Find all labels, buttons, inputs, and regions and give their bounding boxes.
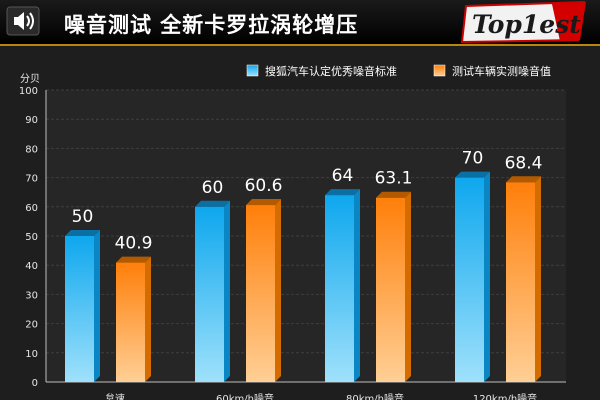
- y-tick-label: 60: [25, 203, 38, 214]
- bar-value-label: 70: [462, 149, 484, 169]
- bar-top-face: [455, 171, 490, 178]
- logo-text: Top1est: [472, 10, 581, 39]
- y-tick-label: 20: [25, 320, 38, 331]
- bar-1-0: [116, 262, 145, 382]
- bar-top-face: [195, 200, 230, 207]
- bar-side-face: [224, 200, 230, 382]
- bar-top-face: [116, 256, 151, 263]
- y-tick-label: 70: [25, 174, 38, 185]
- bar-value-label: 60: [202, 178, 224, 198]
- bar-1-3: [506, 182, 535, 382]
- bar-top-face: [65, 230, 100, 236]
- bar-value-label: 50: [72, 207, 94, 227]
- bar-0-0: [65, 236, 94, 382]
- bar-top-face: [325, 189, 360, 196]
- bar-0-3: [455, 177, 484, 382]
- y-tick-label: 10: [25, 349, 38, 360]
- x-tick-label: 怠速: [105, 392, 125, 400]
- bar-1-1: [246, 205, 275, 382]
- bar-side-face: [354, 189, 360, 382]
- bar-0-2: [325, 195, 354, 382]
- bar-value-label: 40.9: [115, 234, 153, 254]
- y-tick-label: 40: [25, 261, 38, 272]
- bar-value-label: 60.6: [245, 176, 283, 196]
- page-title: 噪音测试 全新卡罗拉涡轮增压: [64, 13, 359, 37]
- x-tick-label: 80km/h噪音: [346, 392, 404, 400]
- top1est-logo: Top1est: [460, 0, 586, 44]
- legend-label: 测试车辆实测噪音值: [452, 64, 551, 78]
- bar-value-label: 63.1: [375, 169, 413, 189]
- y-tick-label: 90: [25, 115, 38, 126]
- y-tick-label: 0: [32, 378, 38, 389]
- y-axis-label: 分贝: [20, 73, 40, 85]
- chart-area: 0 10 20 30 40 50 60 70 80 90 100 分贝怠速 60km/h噪音 80km/h…: [0, 46, 600, 400]
- bar-side-face: [405, 191, 411, 382]
- bar-side-face: [275, 199, 281, 382]
- bar-value-label: 64: [332, 166, 354, 186]
- bar-top-face: [376, 191, 411, 198]
- bar-side-face: [535, 176, 541, 382]
- speaker-icon: [6, 6, 40, 36]
- header-bar: 噪音测试 全新卡罗拉涡轮增压 Top1est: [0, 0, 600, 46]
- bar-top-face: [246, 199, 281, 206]
- y-tick-label: 30: [25, 290, 38, 301]
- x-tick-label: 60km/h噪音: [216, 392, 274, 400]
- bar-0-1: [195, 206, 224, 382]
- legend-label: 搜狐汽车认定优秀噪音标准: [265, 64, 397, 78]
- bar-side-face: [145, 256, 151, 382]
- x-tick-label: 120km/h噪音: [473, 392, 537, 400]
- legend-swatch: [433, 64, 446, 77]
- bar-1-2: [376, 197, 405, 382]
- bar-side-face: [484, 171, 490, 382]
- bar-top-face: [506, 176, 541, 183]
- y-tick-label: 50: [25, 232, 38, 243]
- bar-value-label: 68.4: [505, 153, 543, 173]
- legend-swatch: [246, 64, 259, 77]
- bar-side-face: [94, 230, 100, 382]
- y-tick-label: 100: [19, 86, 38, 97]
- y-tick-label: 80: [25, 144, 38, 155]
